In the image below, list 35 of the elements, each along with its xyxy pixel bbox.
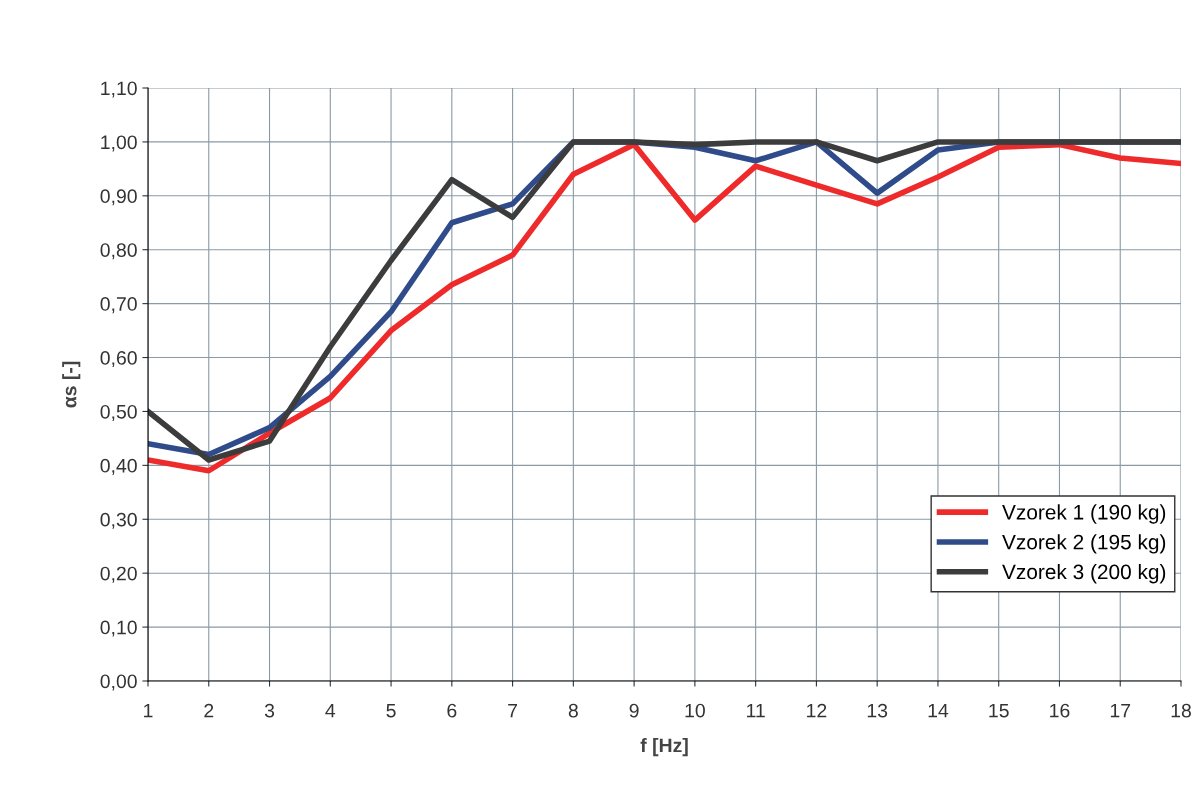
y-tick-label: 0,90 — [100, 189, 137, 206]
legend-label: Vzorek 1 (190 kg) — [1002, 504, 1166, 524]
x-tick-label: 5 — [386, 703, 396, 718]
legend-label: Vzorek 2 (195 kg) — [1002, 534, 1166, 554]
x-tick-label: 9 — [629, 703, 639, 718]
x-tick-label: 16 — [1050, 703, 1070, 718]
y-tick-label: 0,80 — [100, 243, 137, 260]
y-tick-label: 1,10 — [101, 81, 137, 98]
x-tick-label: 2 — [204, 703, 214, 718]
y-tick-label: 0,60 — [100, 351, 137, 368]
x-tick-label: 14 — [928, 703, 949, 718]
x-tick-label: 8 — [568, 703, 578, 718]
y-tick-label: 0,40 — [100, 458, 137, 475]
y-tick-label: 0,70 — [100, 297, 137, 314]
y-tick-label: 0,20 — [100, 566, 137, 583]
x-tick-label: 4 — [325, 703, 336, 718]
x-tick-label: 7 — [508, 703, 518, 718]
y-tick-label: 0,10 — [100, 620, 137, 637]
y-tick-label: 0,30 — [100, 512, 137, 529]
y-axis-title: αs [-] — [62, 361, 81, 408]
x-tick-label: 12 — [807, 703, 827, 718]
x-tick-label: 17 — [1110, 703, 1131, 718]
x-tick-label: 18 — [1171, 703, 1191, 718]
x-tick-label: 10 — [685, 703, 705, 718]
y-tick-label: 1,00 — [101, 135, 137, 152]
x-axis-title: f [Hz] — [640, 738, 688, 757]
x-tick-label: 11 — [747, 703, 765, 718]
y-tick-label: 0,50 — [100, 404, 137, 421]
x-tick-label: 13 — [867, 703, 888, 718]
legend-label: Vzorek 3 (200 kg) — [1002, 563, 1166, 584]
x-tick-label: 3 — [264, 703, 275, 718]
x-tick-label: 1 — [144, 703, 153, 718]
y-tick-label: 0,00 — [100, 674, 137, 691]
x-tick-label: 6 — [447, 703, 457, 718]
x-tick-label: 15 — [989, 703, 1009, 718]
